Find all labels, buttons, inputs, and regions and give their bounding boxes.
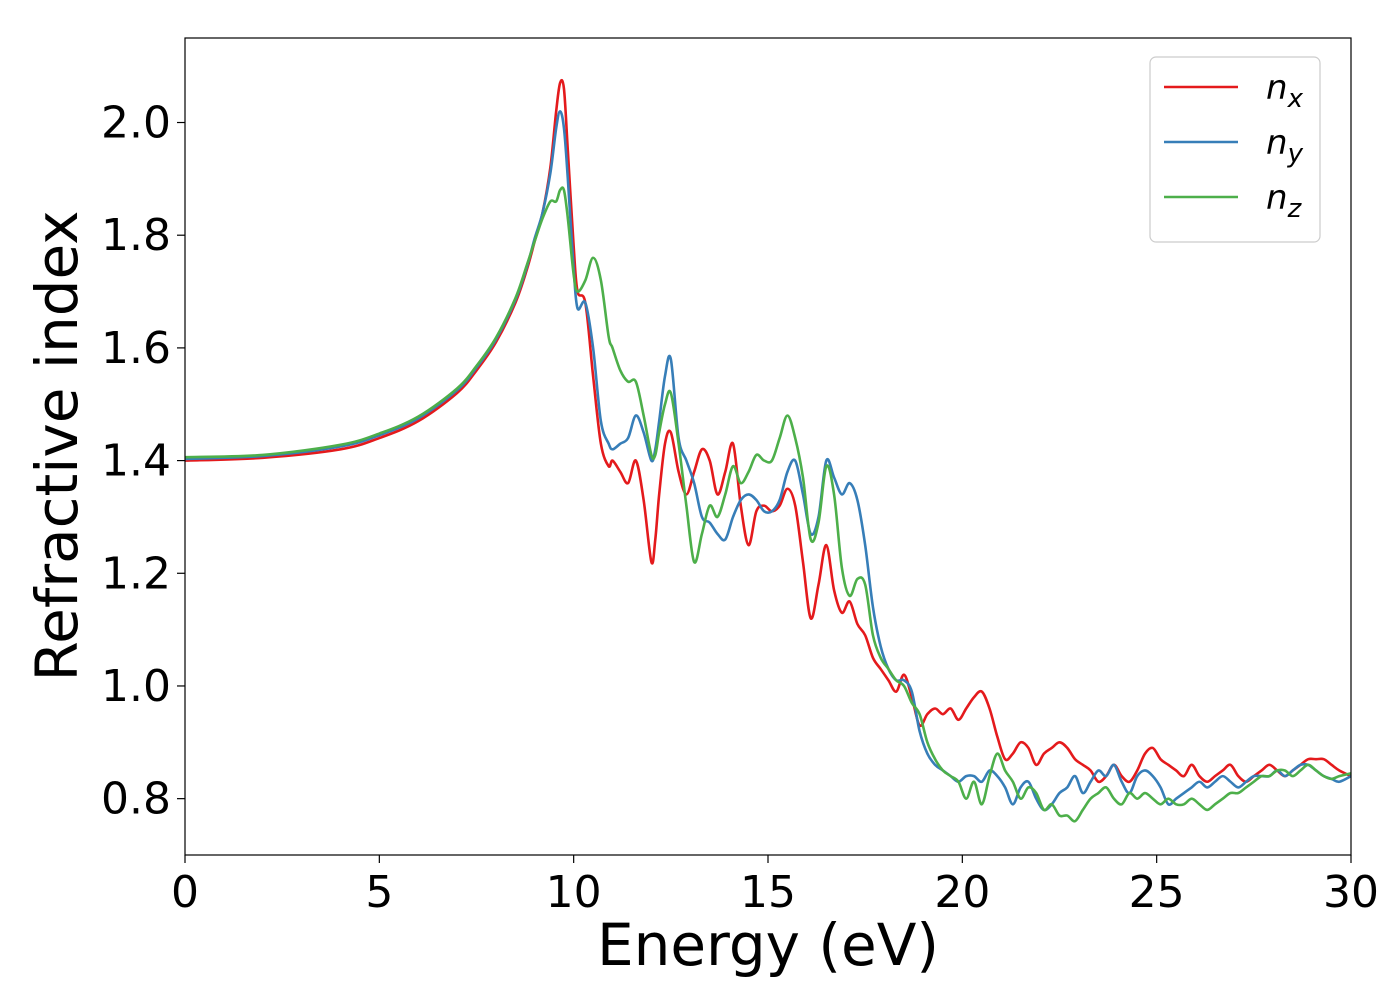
y-tick-label: 1.2 bbox=[101, 548, 171, 599]
x-tick-label: 25 bbox=[1129, 867, 1185, 918]
y-tick-label: 1.8 bbox=[101, 210, 171, 261]
x-axis-title: Energy (eV) bbox=[597, 911, 939, 979]
series-layer bbox=[184, 78, 1352, 823]
x-axis-ticks: 0 5 10 15 20 25 30 bbox=[171, 855, 1379, 918]
x-tick-label: 0 bbox=[171, 867, 199, 918]
x-tick-label: 20 bbox=[934, 867, 990, 918]
y-axis-title: Refractive index bbox=[23, 210, 91, 681]
x-tick-label: 15 bbox=[740, 867, 796, 918]
x-tick-label: 30 bbox=[1323, 867, 1379, 918]
series-line-z bbox=[184, 186, 1352, 823]
series-line-x bbox=[184, 78, 1352, 784]
y-axis-ticks: 0.8 1.0 1.2 1.4 1.6 1.8 2.0 bbox=[101, 98, 185, 825]
y-tick-label: 1.0 bbox=[101, 661, 171, 712]
legend: nx ny nz bbox=[1149, 56, 1321, 243]
legend-label-y: ny bbox=[1266, 123, 1304, 169]
y-tick-label: 1.6 bbox=[101, 323, 171, 374]
series-line-y bbox=[184, 109, 1352, 812]
legend-label-z: nz bbox=[1266, 178, 1303, 224]
x-tick-label: 10 bbox=[546, 867, 602, 918]
x-tick-label: 5 bbox=[365, 867, 393, 918]
legend-label-x: nx bbox=[1266, 68, 1304, 114]
y-tick-label: 0.8 bbox=[101, 774, 171, 825]
y-tick-label: 1.4 bbox=[101, 436, 171, 487]
y-tick-label: 2.0 bbox=[101, 98, 171, 149]
